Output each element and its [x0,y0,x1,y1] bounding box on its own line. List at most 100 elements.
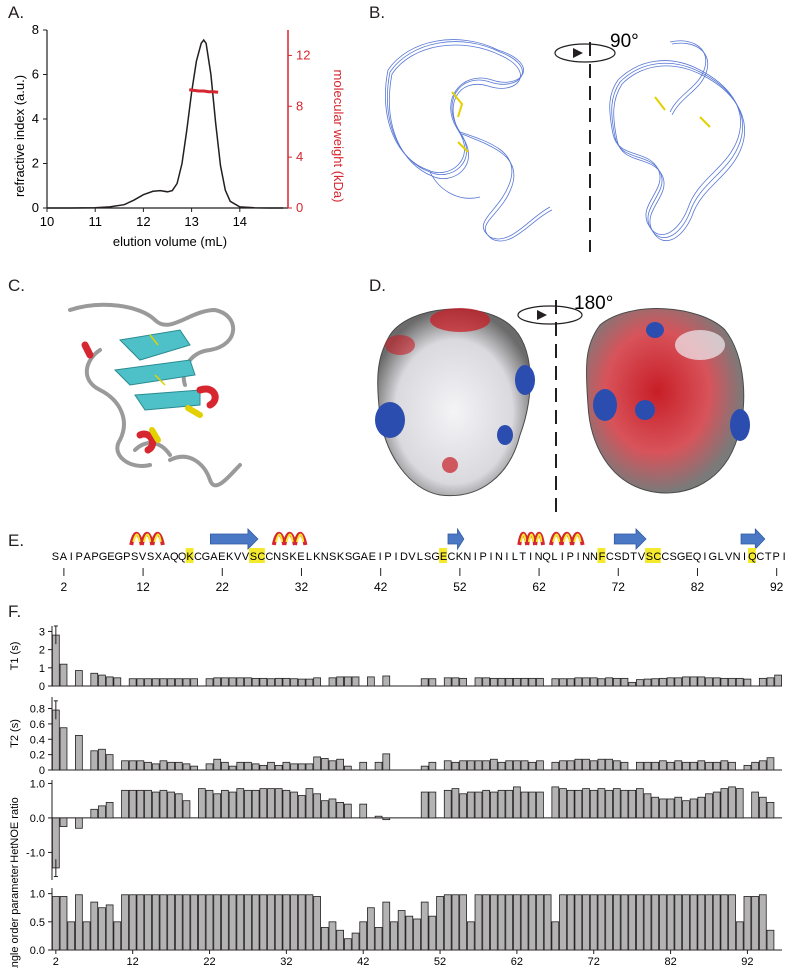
data-bar [282,789,291,819]
residue-letter: A [361,551,369,563]
residue-letter: N [495,551,503,563]
residue-letter: N [582,551,590,563]
residue-letter: S [329,551,336,563]
data-bar [466,760,475,771]
data-bar [313,677,321,687]
data-bar [651,678,660,687]
data-bar [236,761,245,771]
x-tick-label: 52 [434,956,446,968]
data-bar [359,803,368,819]
data-bar [136,894,145,951]
residue-letter: N [535,551,543,563]
data-bar [674,796,683,819]
data-bar [474,760,483,771]
x-tick-label: 92 [741,956,753,968]
data-bar [182,894,191,951]
data-bar [197,788,206,819]
data-bar [559,760,567,771]
data-bar [758,677,767,687]
data-bar [612,788,621,819]
residue-letter: T [765,551,772,563]
data-bar [228,791,237,819]
data-bar [75,735,83,771]
data-bar [628,681,636,687]
x-tick-label: 12 [127,956,139,968]
data-bar [666,677,675,687]
y-tick-label: 1.0 [30,778,45,790]
data-bar [728,761,736,771]
y-tick-label: 0.8 [30,704,45,716]
data-bar [574,789,583,819]
data-bar [605,677,613,687]
data-bar [290,678,298,687]
residue-letter: P [567,551,574,563]
x-tick-label: 42 [357,956,369,968]
data-bar [274,764,283,771]
data-bar [267,678,275,687]
residue-letter: N [273,551,281,563]
data-bar [712,677,721,687]
data-bar [728,677,736,687]
data-bar [536,894,544,951]
rotation-label-b: 90° [610,31,639,52]
data-bar [505,894,514,951]
data-bar [151,894,160,951]
data-bar [566,894,575,951]
x-tick-label: 62 [511,956,523,968]
residue-letter: C [606,551,614,563]
strand-arrow [447,528,465,551]
data-bar [113,677,122,687]
data-bar [451,894,460,951]
data-bar [574,758,583,771]
helix-highlight [527,533,535,543]
data-bar [428,761,437,771]
data-bar [128,760,137,771]
data-bar [290,763,298,771]
residue-letter: S [131,551,138,563]
data-bar [697,796,706,819]
data-bar [151,791,160,819]
residue-letter: G [202,551,211,563]
data-bar [443,760,452,771]
data-bar [513,677,521,687]
data-bar [274,677,283,687]
data-bar [282,761,291,771]
data-bar [720,788,729,819]
residue-letter: C [447,551,455,563]
data-bar [720,760,729,771]
data-bar [712,761,721,771]
data-bar [244,894,252,951]
chart-series [47,38,284,209]
data-bar [236,677,245,687]
data-bar [505,677,514,687]
data-bar [221,894,229,951]
residue-letter: P [76,551,83,563]
data-bar [474,894,483,951]
residue-letter: V [242,551,250,563]
data-bar [536,760,544,771]
panel-label-c: C. [8,276,25,295]
data-bar [228,894,237,951]
data-bar [367,907,375,951]
data-bar [574,894,583,951]
data-bar [743,896,752,951]
data-bar [90,901,99,951]
strand-arrow [209,528,259,550]
data-bar [190,765,199,771]
helix-highlight [153,533,162,543]
y-tick-label-right: 12 [296,47,310,62]
data-bar [520,894,529,951]
data-bar [159,760,168,771]
y-tick-label: 2 [32,156,39,171]
residue-letter: N [590,551,598,563]
data-bar [720,677,729,687]
data-bar [659,760,667,771]
data-bar [705,793,713,819]
relaxation-chart: 0 0.2 0.4 0.6 0.8 T2 (s) [9,697,782,777]
y-tick-label-right: 4 [296,149,303,164]
data-bar [136,789,145,819]
residue-letter: G [115,551,124,563]
y-tick-label-right: 0 [296,200,303,215]
data-bar [505,760,514,771]
